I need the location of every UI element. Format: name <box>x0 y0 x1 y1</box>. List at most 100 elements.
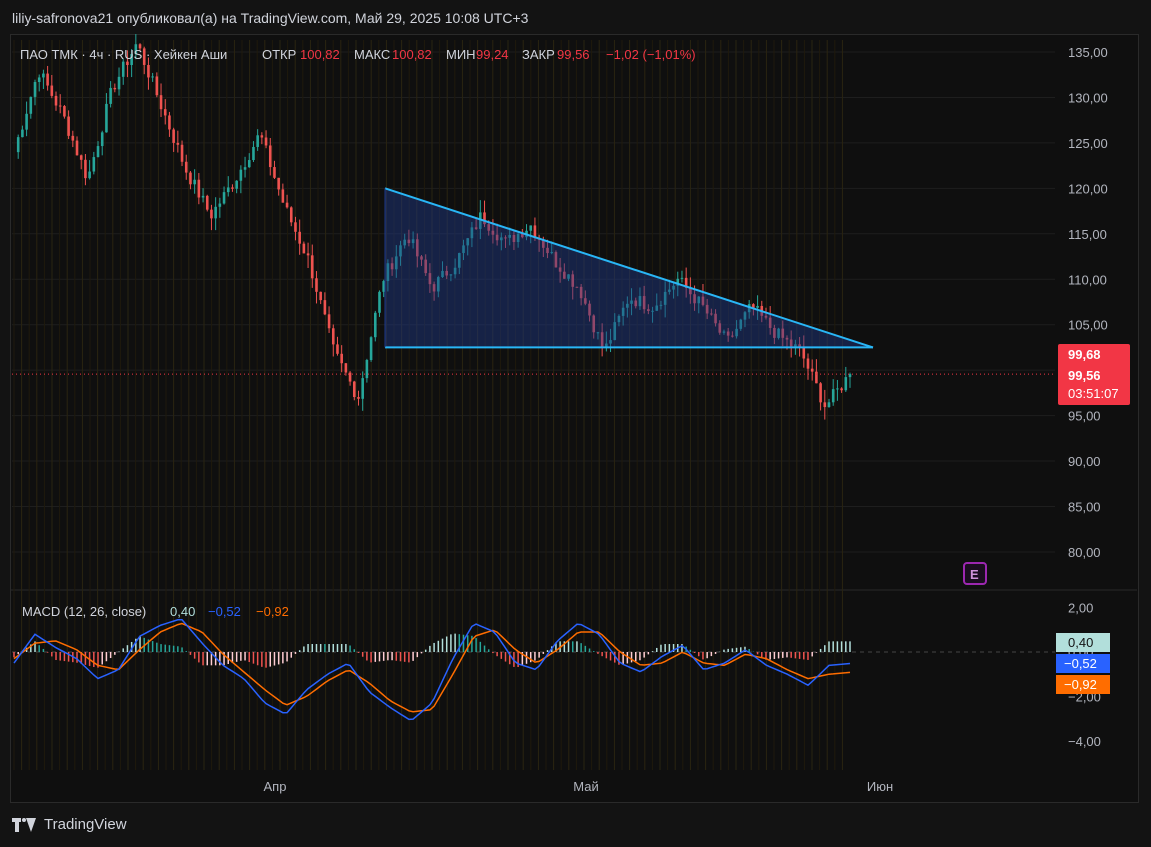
candle-body <box>252 146 255 161</box>
legend-low-value: 99,24 <box>476 47 509 62</box>
macd-badge-hist: 0,40 <box>1068 635 1093 650</box>
candle-body <box>138 44 142 49</box>
candle-body <box>394 256 398 270</box>
candle-body <box>403 239 406 246</box>
candle-body <box>277 177 280 190</box>
candle-body <box>437 277 440 292</box>
candle-body <box>50 85 54 96</box>
candle-body <box>331 328 335 345</box>
candle-body <box>529 225 533 231</box>
candle-body <box>365 359 369 379</box>
legend-change: −1,02 (−1,01%) <box>606 47 696 62</box>
time-tick-label: Июн <box>867 779 893 794</box>
price-tick-label: 90,00 <box>1068 454 1101 469</box>
candle-body <box>134 44 138 54</box>
candle-body <box>420 256 423 260</box>
price-tick-label: 85,00 <box>1068 500 1101 515</box>
candle-body <box>588 303 591 316</box>
candle-body <box>168 115 171 130</box>
candle-body <box>323 300 327 315</box>
candle-body <box>647 309 650 311</box>
price-tick-label: 80,00 <box>1068 545 1101 560</box>
candle-body <box>596 332 600 334</box>
candle-body <box>84 159 87 179</box>
candle-body <box>88 171 91 179</box>
price-tick-label: 105,00 <box>1068 318 1108 333</box>
candle-body <box>340 353 343 364</box>
candle-body <box>466 238 470 246</box>
chart-frame[interactable] <box>10 34 1139 803</box>
candle-body <box>827 402 831 408</box>
candle-body <box>428 273 432 285</box>
candle-body <box>516 233 520 243</box>
candle-body <box>180 144 184 162</box>
legend-instrument: ПАО ТМК · 4ч · RUS · Хейкен Аши <box>20 47 227 62</box>
candle-body <box>605 343 608 348</box>
candle-body <box>21 129 24 138</box>
candle-body <box>285 202 289 208</box>
candle-body <box>63 106 66 117</box>
candle-body <box>726 331 730 336</box>
legend-high-label: МАКС <box>354 47 390 62</box>
price-tick-label: 95,00 <box>1068 409 1101 424</box>
macd-tick-label: 2,00 <box>1068 601 1093 616</box>
candle-body <box>268 145 272 168</box>
candles <box>12 34 1055 420</box>
candle-body <box>621 307 625 316</box>
price-tick-label: 125,00 <box>1068 136 1108 151</box>
legend-low-label: МИН <box>446 47 476 62</box>
candle-body <box>789 339 793 347</box>
candle-body <box>613 322 617 341</box>
candle-body <box>626 303 629 308</box>
candle-body <box>710 313 713 315</box>
candle-body <box>458 253 461 268</box>
macd-legend-hist: 0,40 <box>170 604 195 619</box>
candle-body <box>697 296 701 304</box>
candle-body <box>600 332 604 348</box>
macd-badge-macd: −0,52 <box>1064 656 1097 671</box>
candle-body <box>159 95 163 110</box>
tradingview-brand[interactable]: TradingView <box>12 816 127 833</box>
candle-body <box>260 135 264 138</box>
tradingview-logo-icon <box>12 817 38 832</box>
candle-body <box>281 189 285 203</box>
candle-body <box>151 76 154 78</box>
macd-badges: 0,40 −0,52 −0,92 <box>1056 633 1110 694</box>
candle-body <box>747 304 751 313</box>
descending-triangle <box>384 187 874 349</box>
candle-body <box>289 207 293 223</box>
candle-body <box>201 195 205 198</box>
candle-body <box>67 116 70 136</box>
candle-body <box>836 388 839 390</box>
grid <box>10 40 1137 770</box>
candle-body <box>739 319 743 329</box>
candle-body <box>96 146 100 158</box>
candle-body <box>693 294 696 304</box>
candle-body <box>222 192 226 204</box>
candle-body <box>462 245 465 254</box>
candle-body <box>382 281 385 292</box>
candle-body <box>373 312 377 338</box>
candle-body <box>794 344 797 347</box>
earnings-icon: E <box>970 567 979 582</box>
earnings-marker[interactable]: E <box>963 562 987 585</box>
price-tick-label: 135,00 <box>1068 45 1108 60</box>
candle-body <box>415 239 419 257</box>
candle-body <box>592 315 596 333</box>
candle-body <box>840 388 843 391</box>
candle-body <box>659 304 663 306</box>
candle-body <box>495 234 499 241</box>
candle-body <box>810 368 814 372</box>
candle-body <box>239 169 243 181</box>
candle-body <box>92 157 96 172</box>
candle-body <box>777 328 780 338</box>
candle-body <box>798 344 801 347</box>
candle-body <box>386 263 390 282</box>
candle-body <box>100 132 104 147</box>
triangle-resistance-line <box>384 187 874 349</box>
price-badge-countdown: 03:51:07 <box>1068 386 1119 401</box>
publisher-line: liliy-safronova21 опубликовал(а) на Trad… <box>12 10 529 26</box>
candle-body <box>546 247 549 254</box>
candle-body <box>668 289 671 292</box>
